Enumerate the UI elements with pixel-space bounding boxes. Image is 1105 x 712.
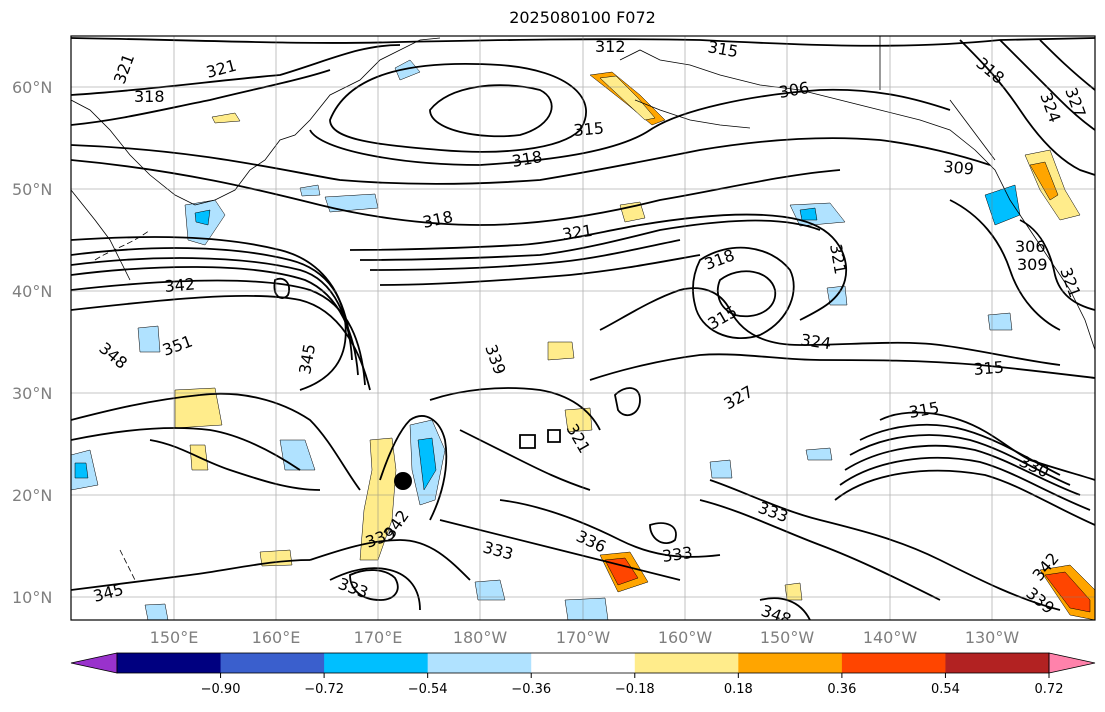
lon-label: 170°E [354,628,403,647]
contour-label: 324 [799,330,832,353]
lon-label: 150°E [150,628,199,647]
lon-label: 160°W [658,628,713,647]
colorbar-tick-label: −0.72 [304,682,344,697]
lat-label: 40°N [12,282,52,301]
colorbar-tick-label: 0.36 [827,682,856,697]
lat-label: 20°N [12,486,52,505]
colorbar-swatch [117,653,222,673]
colorbar-swatch [945,653,1050,673]
map-title: 2025080100 F072 [509,8,656,27]
colorbar: −0.90 −0.72 −0.54 −0.36 −0.18 0.18 0.36 0.54 0.7… [70,652,1096,697]
thin-contours [94,229,151,581]
colorbar-tick-label: −0.36 [511,682,551,697]
colorbar-frame [116,652,1050,674]
colorbar-swatch [738,653,843,673]
contour-label: 309 [1017,255,1048,274]
lat-label: 60°N [12,78,52,97]
colorbar-swatch [427,653,532,673]
colorbar-swatch [220,653,325,673]
contour-label: 315 [973,357,1005,379]
lon-label: 160°E [252,628,301,647]
colorbar-swatch [841,653,946,673]
colorbar-tick-label: 0.18 [724,682,753,697]
contour-label: 318 [134,87,165,106]
colorbar-swatch [324,653,429,673]
contour-label: 306 [1015,237,1046,256]
lon-label: 180°W [453,628,508,647]
colorbar-tick-label: −0.54 [408,682,448,697]
lon-label: 140°W [863,628,918,647]
shaded-regions [71,59,1095,620]
contour-label: 321 [561,221,594,244]
colorbar-tick-label: 0.54 [931,682,960,697]
colorbar-extend-low [70,652,118,674]
lon-label: 150°W [760,628,815,647]
lon-label: 130°W [965,628,1020,647]
contour-label: 312 [595,37,626,56]
contour-label: 309 [943,157,975,179]
colorbar-tick-label: −0.18 [615,682,655,697]
colorbar-tick-label: 0.72 [1035,682,1064,697]
contour-lines [71,37,1095,620]
lat-label: 30°N [12,384,52,403]
colorbar-tick-label: −0.90 [201,682,241,697]
lat-label: 50°N [12,180,52,199]
colorbar-swatch [634,653,739,673]
longitude-labels: 150°E 160°E 170°E 180°W 170°W 160°W 150°… [150,628,1020,647]
contour-label: 333 [661,543,694,566]
colorbar-swatch [531,653,636,673]
map-frame [70,35,1096,621]
latitude-labels: 60°N 50°N 40°N 30°N 20°N 10°N [12,78,52,607]
contour-label: 342 [164,274,196,296]
colorbar-extend-high [1048,652,1096,674]
lon-label: 170°W [556,628,611,647]
contour-label: 315 [573,118,605,140]
gridlines [71,36,1095,620]
lat-label: 10°N [12,588,52,607]
storm-center-marker [394,472,412,490]
